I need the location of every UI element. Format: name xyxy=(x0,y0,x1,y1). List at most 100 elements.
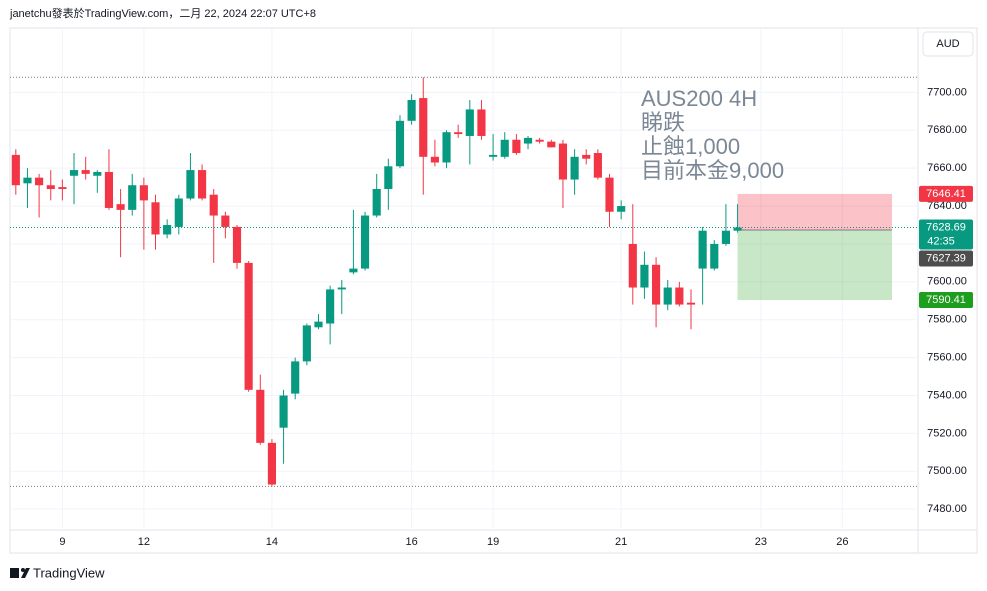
candle-body xyxy=(93,171,102,176)
candle-body xyxy=(582,154,591,159)
price-tag-label: 7646.41 xyxy=(926,188,966,200)
candle-body xyxy=(174,198,183,227)
candle-body xyxy=(617,206,626,212)
candle-body xyxy=(360,215,370,269)
candle-body xyxy=(372,189,381,216)
y-tick-label: 7560.00 xyxy=(927,352,967,364)
y-tick-label: 7640.00 xyxy=(927,200,967,212)
y-tick-label: 7660.00 xyxy=(927,162,967,174)
candle-body xyxy=(395,120,405,167)
y-tick-label: 7520.00 xyxy=(927,427,967,439)
candle-body xyxy=(523,137,533,144)
candle-body xyxy=(628,243,637,288)
candle-body xyxy=(698,230,707,269)
candle-body xyxy=(46,185,55,190)
candle-body xyxy=(104,171,114,208)
candle-body xyxy=(232,226,242,263)
price-tag-label: 7628.69 xyxy=(926,221,966,233)
price-tag-label: 7627.39 xyxy=(926,252,966,264)
candle-body xyxy=(512,139,521,154)
candle-body xyxy=(430,156,439,163)
candle-body xyxy=(535,139,544,142)
annotation: 睇跌 xyxy=(641,110,685,135)
x-tick-label: 23 xyxy=(755,536,767,548)
header: janetchu發表於TradingView.com，二月 22, 2024 2… xyxy=(9,6,316,20)
candle-body xyxy=(349,268,358,273)
price-tag xyxy=(919,250,973,267)
x-tick-label: 26 xyxy=(836,536,848,548)
footer-brand: TradingView xyxy=(33,565,105,580)
candle-body xyxy=(163,225,172,235)
currency: AUD xyxy=(936,38,959,50)
candle-body xyxy=(302,325,311,362)
candle-body xyxy=(675,287,684,305)
candle-body xyxy=(489,154,498,157)
candle-body xyxy=(454,132,463,135)
candle-body xyxy=(663,287,672,305)
candle-body xyxy=(686,302,696,305)
candle-body xyxy=(128,185,137,210)
candle-body xyxy=(605,177,614,212)
candle-body xyxy=(151,202,160,235)
candle-body xyxy=(23,177,32,184)
candle-body xyxy=(81,170,90,174)
candle-body xyxy=(442,132,451,163)
price-tag xyxy=(919,292,973,309)
candle-body xyxy=(291,361,300,394)
annotation: 目前本金9,000 xyxy=(641,158,784,183)
candle-body xyxy=(558,143,568,180)
x-tick-label: 21 xyxy=(615,536,627,548)
candle-body xyxy=(733,227,742,231)
y-tick-label: 7700.00 xyxy=(927,86,967,98)
candle-body xyxy=(279,395,288,428)
candle-body xyxy=(652,264,661,305)
y-tick-label: 7680.00 xyxy=(927,124,967,136)
candle-body xyxy=(419,98,428,157)
countdown: 42:35 xyxy=(927,235,955,247)
candle-body xyxy=(139,185,148,201)
y-tick-label: 7580.00 xyxy=(927,314,967,326)
candle-body xyxy=(477,109,486,136)
candle-body xyxy=(198,170,207,199)
candle-body xyxy=(547,141,556,148)
candle-body xyxy=(256,389,265,443)
annotation: 止蝕1,000 xyxy=(641,134,740,159)
candle-body xyxy=(116,204,125,210)
price-tag-label: 7590.41 xyxy=(926,294,966,306)
candle-body xyxy=(221,215,230,227)
candle-body xyxy=(244,262,253,390)
candle-body xyxy=(465,109,474,136)
candle-body xyxy=(58,187,67,190)
x-tick-label: 12 xyxy=(138,536,150,548)
x-tick-label: 9 xyxy=(59,536,65,548)
candle-body xyxy=(337,287,346,290)
candle-body xyxy=(69,170,79,176)
y-tick-label: 7540.00 xyxy=(927,389,967,401)
target-zone xyxy=(737,229,892,301)
price-tag xyxy=(919,219,973,250)
candle-body xyxy=(500,139,509,157)
y-tick-label: 7480.00 xyxy=(927,503,967,515)
candle-body xyxy=(267,442,276,485)
candle-body xyxy=(570,156,579,180)
candle-body xyxy=(710,243,719,269)
candle-body xyxy=(640,264,649,288)
candle-body xyxy=(407,99,416,121)
annotation: AUS200 4H xyxy=(641,86,757,111)
candle-body xyxy=(35,177,44,186)
candle-body xyxy=(721,230,730,244)
footer-logo xyxy=(10,568,30,578)
x-tick-label: 19 xyxy=(487,536,499,548)
stop-zone xyxy=(737,193,892,230)
candle-body xyxy=(11,154,20,186)
candle-body xyxy=(186,170,195,199)
candle-body xyxy=(593,153,602,178)
x-tick-label: 14 xyxy=(266,536,278,548)
candle-body xyxy=(326,289,335,324)
candle-body xyxy=(314,321,323,328)
currency-button[interactable] xyxy=(922,31,974,57)
candle-body xyxy=(209,194,218,216)
price-tag xyxy=(919,185,973,202)
y-tick-label: 7500.00 xyxy=(927,465,967,477)
